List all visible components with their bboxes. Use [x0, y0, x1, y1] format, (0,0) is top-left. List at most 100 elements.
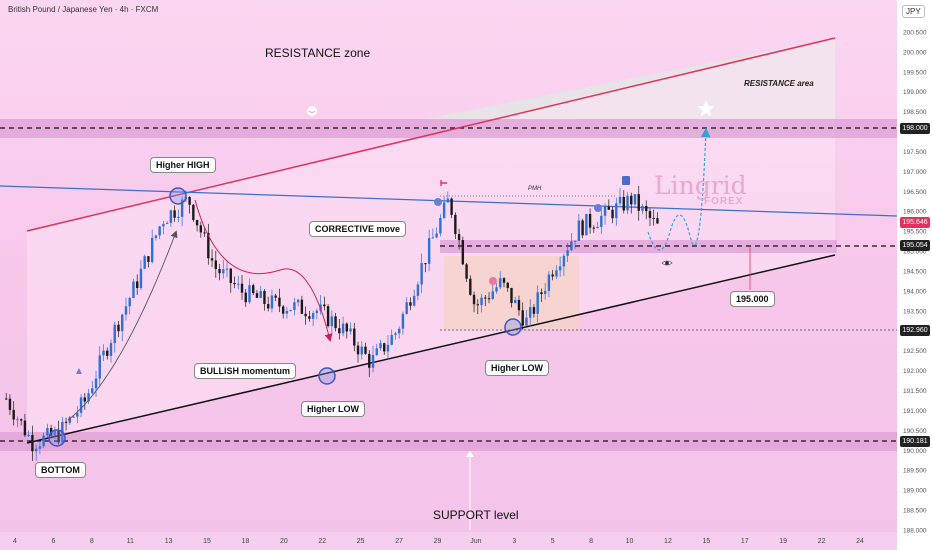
- candle-body: [229, 268, 232, 284]
- candle-body: [87, 393, 90, 402]
- candle-body: [285, 310, 289, 314]
- candle-body: [94, 378, 98, 389]
- candle-body: [514, 299, 517, 304]
- candle-body: [218, 268, 221, 274]
- candle-body: [270, 295, 274, 309]
- price-tag-192: 192.960: [900, 325, 930, 336]
- candle-body: [368, 353, 371, 368]
- candle-body: [158, 226, 161, 236]
- x-tick-label: 25: [357, 538, 365, 545]
- y-tick-label: 194.500: [903, 269, 927, 276]
- y-tick-label: 198.500: [903, 109, 927, 116]
- candle-body: [641, 205, 644, 211]
- candle-body: [603, 206, 607, 216]
- candle-body: [364, 346, 367, 354]
- candle-body: [502, 278, 506, 283]
- candle-body: [188, 197, 191, 205]
- y-tick-label: 192.000: [903, 368, 927, 375]
- higher-low-marker-1: [318, 367, 336, 385]
- candle-body: [76, 412, 79, 417]
- candle-body: [79, 397, 83, 413]
- candle-body: [532, 307, 536, 314]
- candle-body: [169, 210, 173, 223]
- candle-body: [132, 281, 135, 298]
- up-arrow-icon: [76, 368, 82, 374]
- price-tag-198: 198.000: [900, 123, 930, 134]
- candle-body: [57, 429, 60, 443]
- candle-body: [113, 324, 116, 344]
- x-tick-label: 11: [127, 538, 134, 545]
- corrective-move-label: CORRECTIVE move: [309, 221, 407, 237]
- candle-body: [150, 237, 154, 262]
- y-tick-label: 200.500: [903, 29, 927, 36]
- x-tick-label: 4: [13, 538, 17, 545]
- price-tag-190: 190.181: [900, 436, 930, 447]
- support-trendline: [26, 254, 836, 444]
- x-tick-label: 27: [395, 538, 403, 545]
- candle-body: [173, 210, 176, 218]
- resistance-area-label: RESISTANCE area: [744, 79, 814, 88]
- candle-body: [412, 295, 416, 306]
- currency-badge[interactable]: JPY: [902, 5, 925, 18]
- y-tick-label: 196.500: [903, 189, 927, 196]
- candle-body: [136, 281, 139, 289]
- candle-body: [581, 220, 584, 236]
- candle-body: [379, 343, 382, 349]
- y-tick-label: 188.000: [903, 528, 927, 535]
- candle-body: [521, 310, 524, 326]
- candle-body: [405, 302, 408, 314]
- y-tick-label: 189.500: [903, 468, 927, 475]
- candle-body: [19, 419, 23, 421]
- candle-body: [585, 214, 588, 236]
- candle-body: [409, 302, 412, 306]
- candle-body: [255, 293, 259, 298]
- candle-body: [323, 304, 326, 307]
- candle-body: [450, 198, 453, 215]
- candle-body: [645, 205, 648, 212]
- candle-body: [637, 194, 640, 211]
- candle-body: [424, 263, 427, 265]
- x-tick-label: 20: [280, 538, 288, 545]
- candle-body: [91, 388, 94, 394]
- candle-body: [547, 274, 551, 291]
- x-tick-label: 15: [203, 538, 211, 545]
- candle-body: [165, 222, 169, 224]
- candle-body: [46, 428, 49, 436]
- time-axis[interactable]: [0, 532, 897, 550]
- candle-body: [341, 323, 345, 334]
- candle-body: [622, 196, 625, 211]
- candle-body: [480, 297, 483, 306]
- price-scale[interactable]: [897, 0, 932, 550]
- y-tick-label: 190.000: [903, 448, 927, 455]
- candle-body: [427, 238, 431, 264]
- price-tag-195: 195.054: [900, 240, 930, 251]
- y-tick-label: 197.000: [903, 169, 927, 176]
- candle-body: [34, 448, 38, 452]
- candle-body: [555, 270, 558, 277]
- smiley-mouth: [308, 110, 316, 113]
- level-195-label: 195.000: [730, 291, 775, 307]
- candle-body: [484, 297, 487, 299]
- resistance-zone-label: RESISTANCE zone: [265, 46, 371, 60]
- brand-logo-text: Lingrid: [654, 171, 747, 200]
- higher-high-label: Higher HIGH: [150, 157, 216, 173]
- candle-body: [615, 203, 618, 219]
- candle-body: [72, 416, 75, 418]
- candle-body: [394, 333, 397, 335]
- y-tick-label: 189.000: [903, 488, 927, 495]
- candle-body: [308, 316, 311, 319]
- star-icon: [697, 100, 715, 117]
- candle-body: [23, 420, 27, 436]
- candle-body: [390, 334, 393, 345]
- candle-body: [315, 310, 319, 314]
- candle-body: [311, 313, 315, 319]
- wedge-fill: [27, 38, 835, 443]
- y-tick-label: 190.500: [903, 428, 927, 435]
- candle-body: [562, 255, 566, 267]
- candle-body: [607, 206, 610, 210]
- candle-body: [360, 346, 363, 355]
- candle-body: [592, 227, 596, 229]
- candle-body: [334, 316, 337, 329]
